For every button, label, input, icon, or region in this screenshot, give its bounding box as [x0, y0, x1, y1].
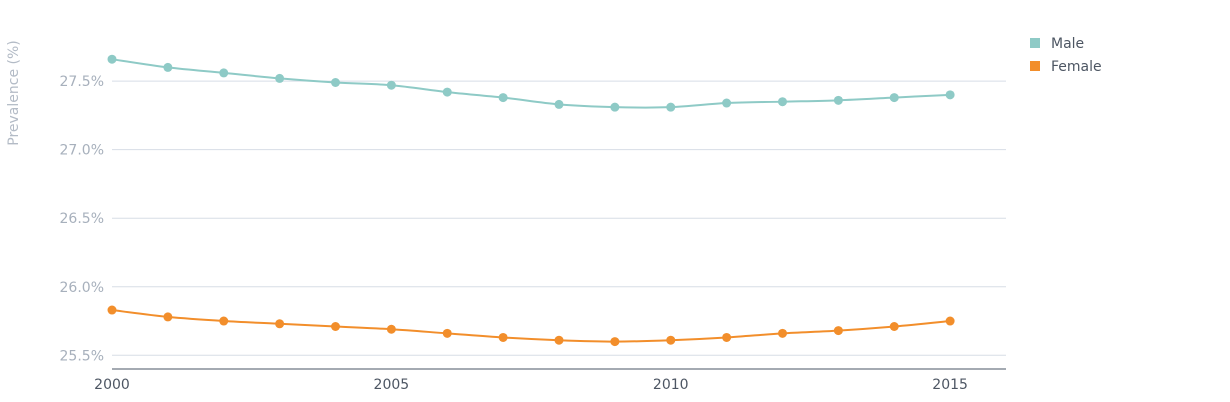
data-point-male[interactable]	[498, 93, 508, 103]
legend-swatch	[1030, 61, 1040, 71]
data-point-female[interactable]	[386, 324, 396, 334]
data-point-male[interactable]	[945, 90, 955, 100]
y-tick-label: 26.5%	[60, 211, 104, 227]
data-point-female[interactable]	[554, 335, 564, 345]
y-axis-label: Prevalence (%)	[6, 40, 22, 146]
data-point-male[interactable]	[386, 80, 396, 90]
data-point-male[interactable]	[778, 97, 787, 107]
series	[107, 54, 955, 347]
data-point-male[interactable]	[163, 62, 173, 72]
series-male	[107, 54, 955, 112]
data-point-female[interactable]	[331, 322, 340, 332]
series-line-male	[111, 58, 951, 109]
data-point-female[interactable]	[722, 332, 732, 342]
data-point-female[interactable]	[163, 312, 173, 322]
x-tick-label: 2005	[374, 377, 410, 393]
legend[interactable]: Male Female	[1030, 36, 1102, 75]
legend-label: Female	[1051, 59, 1102, 75]
data-point-female[interactable]	[666, 335, 676, 345]
legend-swatch	[1030, 38, 1040, 48]
data-point-male[interactable]	[610, 102, 620, 112]
legend-label: Male	[1051, 36, 1084, 52]
data-point-female[interactable]	[219, 316, 229, 326]
series-female	[107, 305, 955, 347]
data-point-male[interactable]	[107, 54, 117, 64]
data-point-male[interactable]	[889, 93, 899, 103]
y-tick-label: 25.5%	[60, 348, 104, 364]
data-point-male[interactable]	[833, 95, 843, 105]
y-tick-label: 27.0%	[60, 143, 104, 159]
data-point-male[interactable]	[219, 68, 229, 78]
x-tick-label: 2010	[653, 377, 689, 393]
x-tick-label: 2000	[94, 377, 130, 393]
data-point-female[interactable]	[442, 328, 452, 338]
x-tick-labels: 2000 2005 2010 2015	[94, 377, 968, 393]
y-tick-labels: 25.5% 26.0% 26.5% 27.0% 27.5%	[60, 74, 104, 364]
data-point-male[interactable]	[722, 98, 732, 108]
y-tick-label: 27.5%	[60, 74, 104, 90]
data-point-female[interactable]	[610, 337, 620, 347]
data-point-female[interactable]	[945, 316, 955, 326]
data-point-female[interactable]	[833, 326, 843, 336]
gridlines	[112, 80, 1006, 356]
data-point-male[interactable]	[442, 87, 452, 97]
data-point-male[interactable]	[331, 77, 340, 87]
y-tick-label: 26.0%	[60, 280, 104, 296]
x-tick-label: 2015	[932, 377, 968, 393]
legend-item-female[interactable]: Female	[1030, 59, 1102, 75]
data-point-female[interactable]	[275, 319, 285, 329]
data-point-male[interactable]	[554, 99, 564, 109]
data-point-female[interactable]	[107, 305, 117, 315]
data-point-female[interactable]	[498, 332, 508, 342]
data-point-male[interactable]	[275, 73, 285, 83]
series-line-female	[111, 309, 951, 343]
data-point-male[interactable]	[666, 102, 676, 112]
data-point-female[interactable]	[778, 328, 787, 338]
data-point-female[interactable]	[889, 322, 899, 332]
legend-item-male[interactable]: Male	[1030, 36, 1084, 52]
